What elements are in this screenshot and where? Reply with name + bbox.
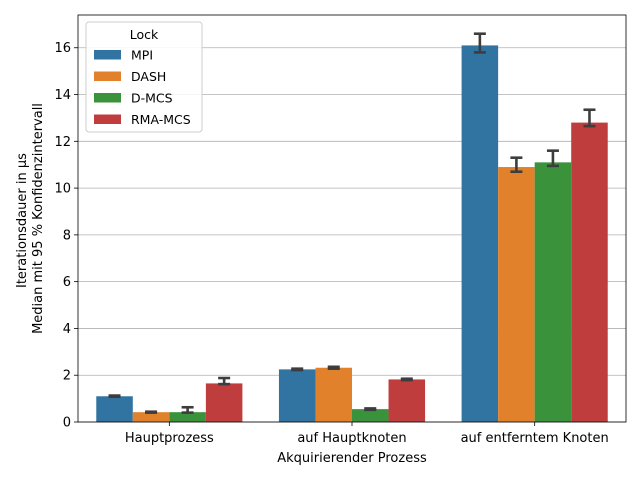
bar <box>352 409 389 422</box>
error-bar <box>400 377 413 382</box>
bar <box>169 412 206 422</box>
x-tick-label: auf entferntem Knoten <box>461 431 609 446</box>
legend-swatch <box>94 50 121 60</box>
y-tick-label: 16 <box>54 41 71 56</box>
bar <box>388 379 426 422</box>
legend: Lock MPI DASH D-MCS RMA-MCS <box>85 21 203 133</box>
error-bar <box>473 32 486 54</box>
legend-box <box>85 21 203 133</box>
legend-swatch <box>94 93 121 103</box>
legend-items: MPI DASH D-MCS RMA-MCS <box>94 48 191 127</box>
legend-label: RMA-MCS <box>131 112 191 127</box>
error-bar <box>510 156 523 174</box>
error-bar <box>364 407 377 412</box>
error-bar <box>546 149 559 168</box>
x-tick-label: Hauptprozess <box>125 431 214 446</box>
bars <box>96 45 608 423</box>
y-axis-label: Iterationsdauer in µs Median mit 95 % Ko… <box>15 103 46 334</box>
legend-swatch <box>94 114 121 124</box>
y-tick-label: 4 <box>63 322 71 337</box>
legend-swatch <box>94 71 121 81</box>
bar <box>96 396 133 422</box>
grid-lines <box>78 47 626 423</box>
y-tick-label: 12 <box>54 135 71 150</box>
bar <box>132 412 170 422</box>
error-bar <box>327 365 340 370</box>
error-bars <box>108 32 596 414</box>
error-bar <box>218 376 231 386</box>
y-axis-label-line-2: Median mit 95 % Konfidenzintervall <box>31 103 46 334</box>
error-bar <box>583 108 596 128</box>
bar <box>205 383 243 422</box>
y-tick-label: 6 <box>63 275 71 290</box>
y-axis-label-line-1: Iterationsdauer in µs <box>15 153 30 288</box>
x-tick-label: auf Hauptknoten <box>297 431 406 446</box>
y-tick-label: 0 <box>63 416 71 431</box>
legend-label: D-MCS <box>131 91 173 106</box>
x-axis-label: Akquirierender Prozess <box>277 451 427 466</box>
y-axis: 0 2 4 6 8 10 12 14 16 <box>54 41 78 431</box>
y-tick-label: 8 <box>63 228 71 243</box>
error-bar <box>181 405 194 414</box>
y-tick-label: 2 <box>63 369 71 384</box>
bar <box>534 162 572 423</box>
bar <box>498 167 535 422</box>
legend-title: Lock <box>130 27 159 42</box>
error-bar <box>291 367 304 372</box>
bar <box>315 367 352 422</box>
bar <box>571 122 608 422</box>
bar <box>461 45 499 422</box>
x-axis: Hauptprozess auf Hauptknoten auf entfernte… <box>125 422 609 446</box>
legend-label: DASH <box>131 69 166 84</box>
legend-label: MPI <box>131 48 153 63</box>
error-bar <box>145 410 158 414</box>
bar <box>278 369 316 422</box>
y-tick-label: 14 <box>54 88 71 103</box>
error-bar <box>108 394 121 399</box>
y-tick-label: 10 <box>54 182 71 197</box>
